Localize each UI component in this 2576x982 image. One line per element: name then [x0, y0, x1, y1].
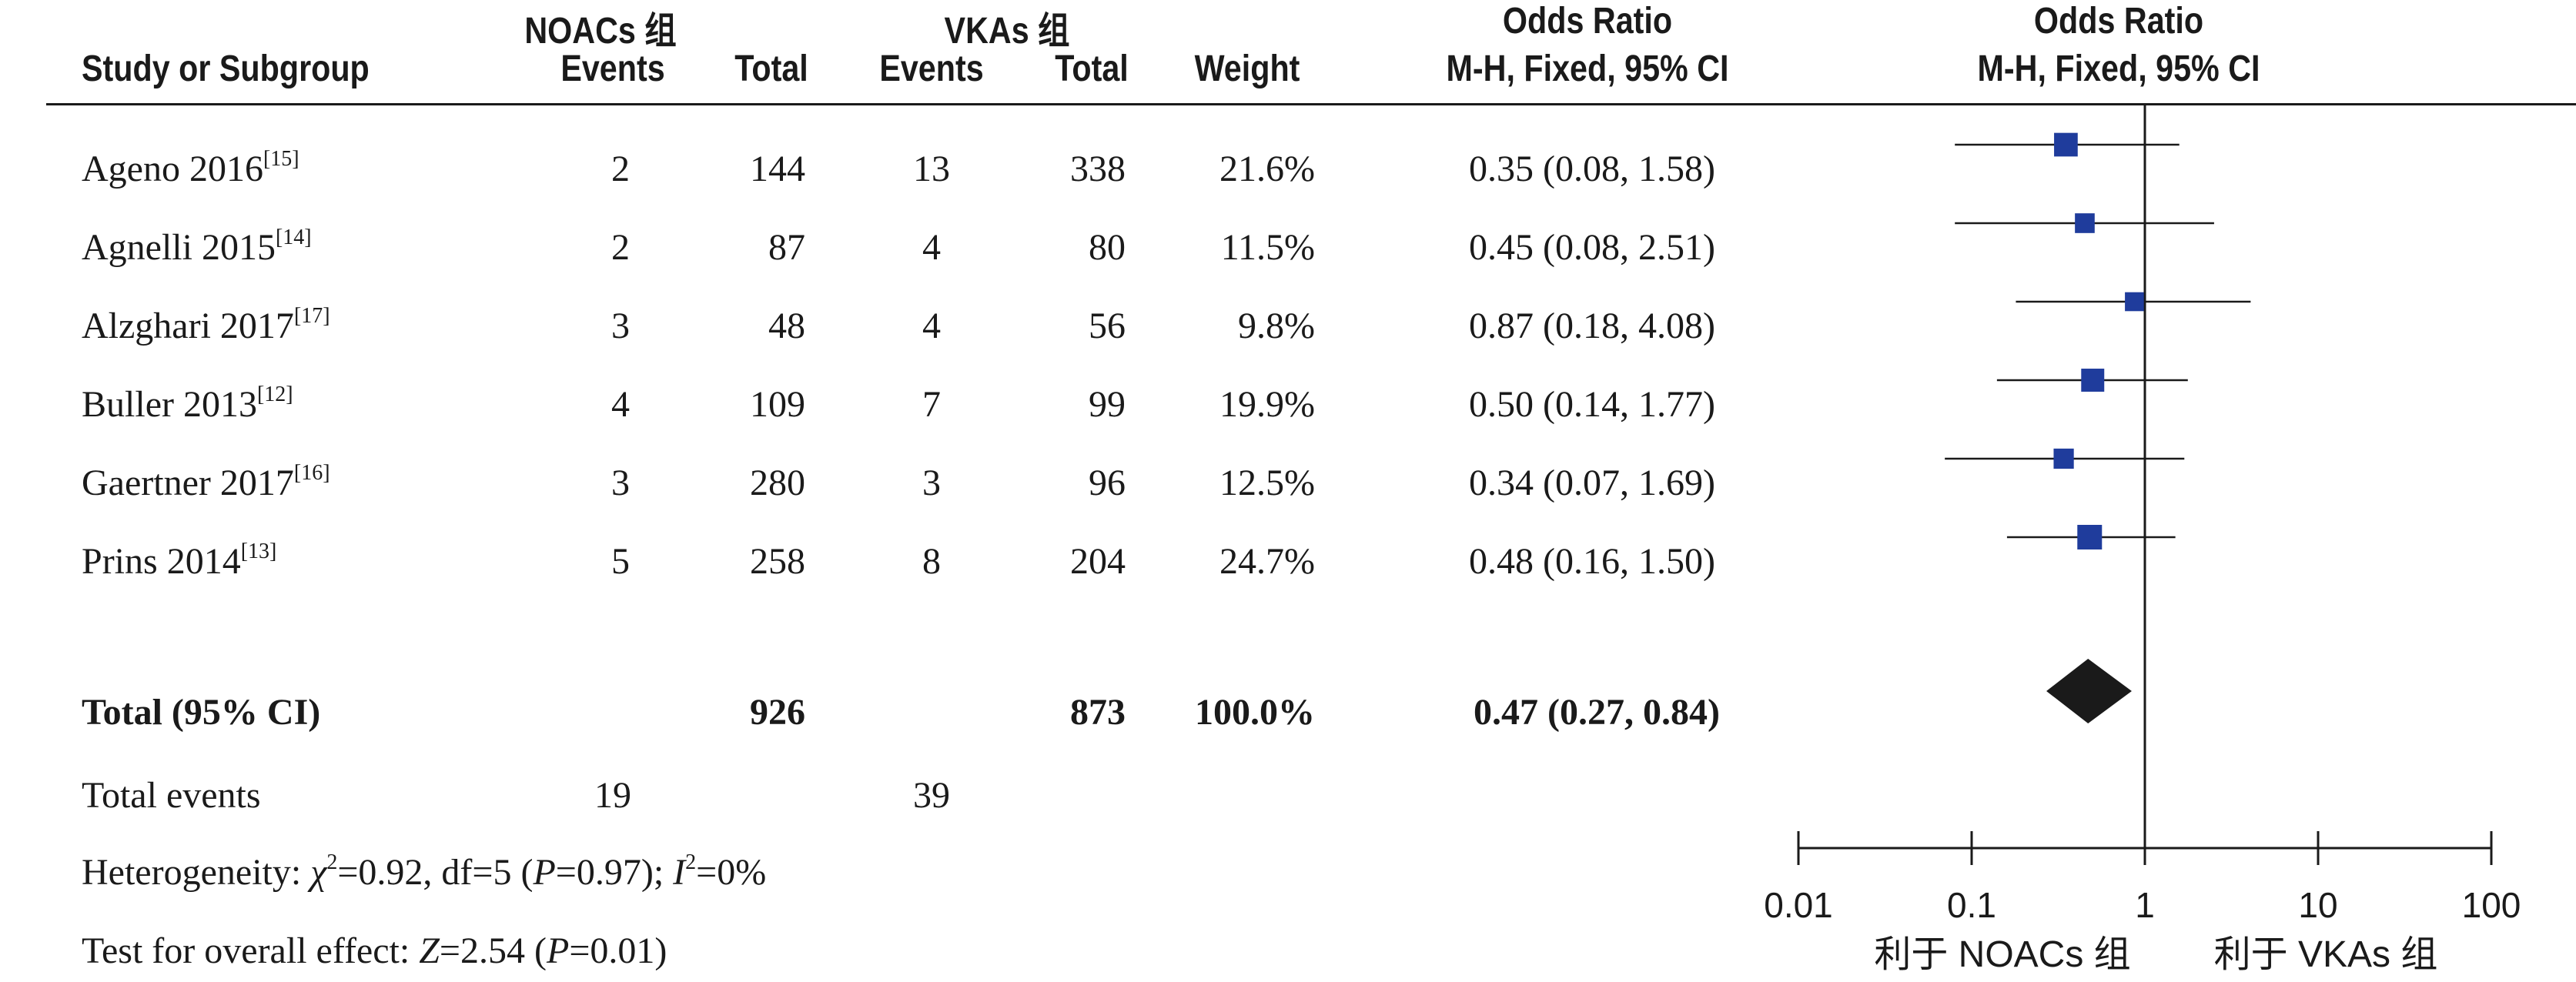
noac-events-cell: 5 [611, 541, 630, 582]
noac-total-cell: 109 [750, 384, 805, 425]
study-column-header: Study or Subgroup [82, 48, 370, 89]
weight-cell: 12.5% [1219, 463, 1315, 503]
weight-cell: 24.7% [1219, 541, 1315, 582]
or-ci-cell: 0.45 (0.08, 2.51) [1469, 227, 1715, 268]
effect-square [2077, 525, 2103, 549]
vka-events-cell: 7 [922, 384, 941, 425]
study-name: Ageno 2016[15] [82, 147, 299, 190]
effect-square [2054, 132, 2078, 157]
study-name: Alzghari 2017[17] [82, 304, 330, 347]
noac-events-cell: 3 [611, 463, 630, 503]
x-tick-label: 1 [2135, 885, 2155, 925]
total-noac-total: 926 [750, 692, 805, 733]
study-name: Prins 2014[13] [82, 539, 277, 583]
study-ref: [17] [293, 304, 330, 328]
pooled-diamond [2046, 659, 2132, 723]
study-ref: [13] [240, 539, 277, 563]
study-ref: [16] [293, 461, 330, 485]
total-label: Total (95% CI) [82, 692, 321, 733]
noac-events-cell: 4 [611, 384, 630, 425]
study-ref: [15] [263, 147, 299, 171]
x-tick-label: 0.1 [1947, 885, 1996, 925]
vka-events-header: Events [879, 48, 984, 89]
effect-square [2081, 369, 2105, 392]
weight-header: Weight [1194, 48, 1300, 89]
weight-cell: 9.8% [1238, 306, 1315, 346]
weight-cell: 21.6% [1219, 149, 1315, 189]
header-rule [46, 103, 2576, 105]
favours-noacs-label: 利于 NOACs 组 [1874, 934, 2130, 975]
total-events-vka: 39 [913, 775, 950, 816]
vka-events-cell: 4 [922, 227, 941, 268]
weight-cell: 19.9% [1219, 384, 1315, 425]
vka-total-header: Total [1055, 48, 1129, 89]
or-plot-method: M-H, Fixed, 95% CI [1977, 48, 2260, 89]
effect-square [2075, 213, 2095, 233]
vka-events-cell: 8 [922, 541, 941, 582]
or-ci-cell: 0.34 (0.07, 1.69) [1469, 463, 1715, 503]
noac-total-cell: 48 [768, 306, 805, 346]
heterogeneity-text: Heterogeneity: χ2=0.92, df=5 (P=0.97); I… [82, 850, 767, 893]
vka-total-cell: 80 [1089, 227, 1126, 268]
noac-total-cell: 280 [750, 463, 805, 503]
or-ci-cell: 0.87 (0.18, 4.08) [1469, 306, 1715, 346]
weight-cell: 11.5% [1220, 227, 1315, 268]
x-tick-label: 0.01 [1764, 885, 1833, 925]
vka-total-cell: 56 [1089, 306, 1126, 346]
or-ci-cell: 0.50 (0.14, 1.77) [1469, 384, 1715, 425]
or-plot-title: Odds Ratio [2033, 1, 2204, 42]
vkas-group-header: VKAs 组 [944, 11, 1070, 52]
vka-events-cell: 13 [913, 149, 950, 189]
x-tick-label: 100 [2462, 885, 2521, 925]
vka-total-cell: 99 [1089, 384, 1126, 425]
study-ref: [14] [275, 225, 312, 249]
noac-total-cell: 144 [750, 149, 805, 189]
vka-total-cell: 96 [1089, 463, 1126, 503]
noac-events-header: Events [560, 48, 665, 89]
noac-total-header: Total [734, 48, 808, 89]
total-or-ci: 0.47 (0.27, 0.84) [1474, 692, 1720, 733]
x-tick-label: 10 [2298, 885, 2337, 925]
vka-total-cell: 204 [1070, 541, 1126, 582]
total-events-noac: 19 [594, 775, 631, 816]
study-name: Buller 2013[12] [82, 382, 293, 426]
vka-total-cell: 338 [1070, 149, 1126, 189]
vka-events-cell: 3 [922, 463, 941, 503]
study-name: Agnelli 2015[14] [82, 225, 312, 269]
or-table-method: M-H, Fixed, 95% CI [1446, 48, 1729, 89]
overall-effect-text: Test for overall effect: Z=2.54 (P=0.01) [82, 930, 667, 971]
vka-events-cell: 4 [922, 306, 941, 346]
noacs-group-header: NOACs 组 [524, 11, 677, 52]
noac-total-cell: 87 [768, 227, 805, 268]
noac-events-cell: 2 [611, 227, 630, 268]
or-table-title: Odds Ratio [1502, 1, 1673, 42]
or-ci-cell: 0.35 (0.08, 1.58) [1469, 149, 1715, 189]
noac-total-cell: 258 [750, 541, 805, 582]
total-vka-total: 873 [1070, 692, 1126, 733]
or-ci-cell: 0.48 (0.16, 1.50) [1469, 541, 1715, 582]
study-name: Gaertner 2017[16] [82, 461, 330, 504]
effect-square [2053, 448, 2074, 469]
favours-vkas-label: 利于 VKAs 组 [2214, 934, 2438, 975]
noac-events-cell: 2 [611, 149, 630, 189]
total-events-label: Total events [82, 775, 261, 816]
study-ref: [12] [256, 382, 293, 406]
effect-square [2125, 292, 2144, 312]
noac-events-cell: 3 [611, 306, 630, 346]
total-weight: 100.0% [1195, 692, 1315, 733]
